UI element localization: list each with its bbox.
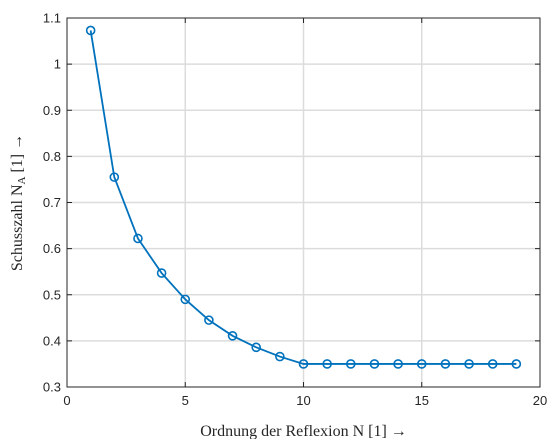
- series: [85, 25, 522, 369]
- data-point: [511, 359, 522, 369]
- series-line: [89, 30, 517, 365]
- x-tick-label: 0: [63, 393, 70, 408]
- data-point: [251, 342, 262, 353]
- data-point: [85, 25, 96, 36]
- x-tick-label: 10: [296, 393, 310, 408]
- ticks: [66, 17, 541, 388]
- data-point: [393, 359, 403, 369]
- y-axis-label-subscript: A: [16, 176, 28, 184]
- y-tick-label: 0.4: [43, 333, 61, 348]
- data-point: [345, 359, 356, 369]
- data-point: [275, 351, 285, 362]
- x-axis-label: Ordnung der Reflexion N [1] →: [200, 423, 407, 439]
- x-tick-label: 5: [182, 393, 189, 408]
- data-point: [204, 315, 214, 325]
- data-point: [156, 268, 167, 278]
- data-point: [180, 294, 191, 305]
- x-tick-label: 20: [533, 393, 547, 408]
- y-axis-label-tail: [1] →: [9, 134, 26, 177]
- y-tick-label: 0.5: [43, 287, 61, 302]
- y-tick-label: 1: [54, 57, 61, 72]
- y-tick-label: 0.9: [43, 103, 61, 118]
- y-tick-label: 0.8: [43, 149, 61, 164]
- data-point: [227, 331, 238, 341]
- data-point: [464, 359, 474, 369]
- x-tick-labels: 0 5 10 15 20: [63, 393, 547, 408]
- y-axis-label: Schusszahl NA [1] →: [9, 134, 28, 271]
- data-point: [487, 359, 498, 369]
- y-axis-label-main: Schusszahl N: [9, 184, 26, 271]
- data-point: [298, 359, 309, 369]
- x-tick-label: 15: [415, 393, 429, 408]
- data-point: [322, 359, 332, 369]
- data-point: [109, 172, 120, 182]
- data-point: [369, 359, 380, 369]
- data-point: [440, 359, 451, 369]
- y-tick-label: 1.1: [43, 11, 61, 26]
- y-tick-label: 0.6: [43, 241, 61, 256]
- y-tick-label: 0.7: [43, 195, 61, 210]
- data-point: [133, 233, 143, 244]
- y-tick-label: 0.3: [43, 380, 61, 395]
- data-point: [416, 359, 427, 369]
- y-tick-labels: 0.3 0.4 0.5 0.6 0.7 0.8 0.9 1 1.1: [43, 11, 61, 395]
